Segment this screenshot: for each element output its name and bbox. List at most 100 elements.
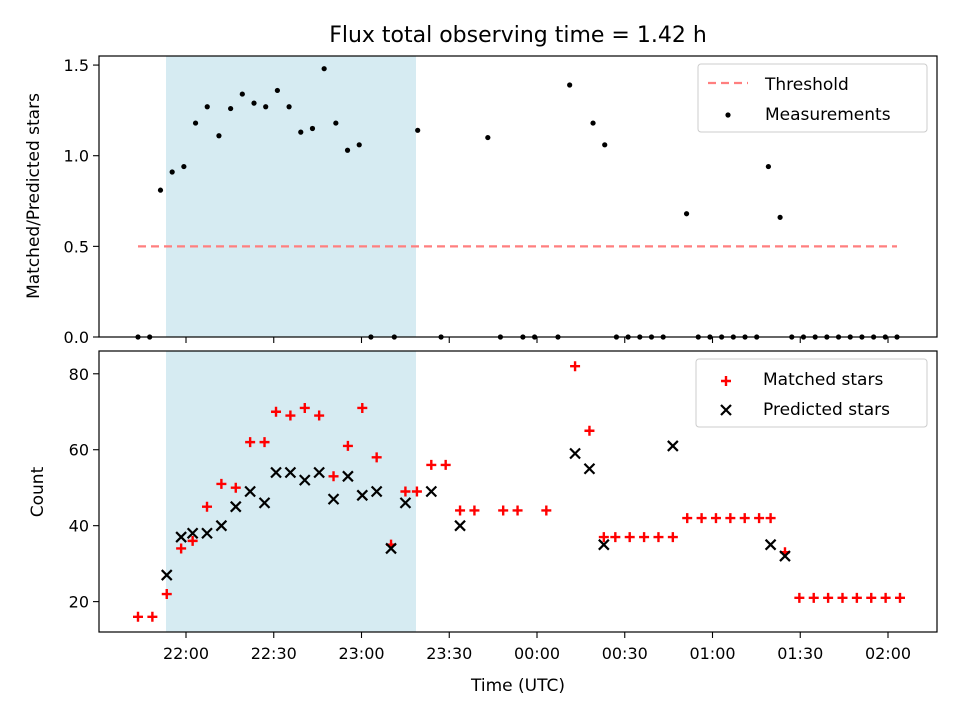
measurement-point [613, 334, 620, 340]
matched-star-marker [230, 482, 241, 493]
measurement-point [894, 334, 900, 340]
matched-star-marker [667, 532, 678, 543]
matched-star-marker [147, 611, 158, 622]
measurement-point [263, 104, 269, 110]
predicted-star-marker [454, 519, 466, 532]
observing-window-span [166, 56, 416, 337]
matched-star-marker [440, 459, 451, 470]
predicted-star-marker [399, 497, 412, 509]
measurement-point [485, 134, 491, 141]
measurement-point [777, 214, 783, 220]
predicted-star-marker [779, 550, 791, 562]
measurement-point [789, 334, 795, 340]
observing-window-span [166, 351, 416, 632]
measurement-point [415, 127, 421, 133]
predicted-star-marker [313, 466, 325, 479]
measurement-point [812, 334, 818, 340]
x-tick-label: 02:00 [865, 644, 911, 663]
measurement-point [800, 334, 807, 340]
matched-star-marker [570, 361, 581, 372]
top-y-axis-label: Matched/Predicted stars [24, 93, 44, 299]
measurement-point [637, 334, 643, 340]
measurement-point [321, 66, 327, 72]
matched-star-marker [216, 478, 227, 489]
x-tick-label: 23:00 [338, 644, 384, 663]
matched-star-marker [765, 513, 776, 524]
measurement-point [754, 334, 760, 340]
measurement-point [567, 82, 573, 88]
measurement-point [602, 142, 608, 148]
matched-star-marker [739, 513, 750, 524]
predicted-star-marker [667, 440, 679, 452]
matched-star-marker [710, 513, 721, 524]
measurement-point [169, 169, 175, 175]
x-tick-label: 01:00 [689, 644, 735, 663]
measurement-point [531, 334, 538, 340]
legend-matched-swatch [721, 376, 731, 386]
x-tick-label: 23:30 [426, 644, 472, 663]
matched-star-marker [299, 402, 310, 413]
measurement-point [274, 87, 280, 94]
matched-star-marker [866, 592, 877, 603]
legend-predicted-label: Predicted stars [763, 400, 890, 420]
matched-star-marker [653, 532, 664, 543]
measurement-point [497, 334, 504, 340]
matched-star-marker [851, 592, 862, 603]
legend-threshold-label: Threshold [764, 75, 849, 95]
y-tick-label: 80 [69, 365, 89, 384]
matched-star-marker [357, 402, 368, 413]
legend: Matched stars Predicted stars [695, 358, 928, 428]
y-tick-label: 0.0 [64, 328, 89, 347]
y-tick-label: 0.5 [64, 237, 89, 256]
measurement-point [192, 120, 199, 126]
measurement-point [333, 120, 339, 126]
predicted-star-marker [175, 531, 187, 543]
x-tick-label: 22:00 [163, 644, 209, 663]
measurement-point [344, 147, 351, 153]
x-axis-label: Time (UTC) [470, 676, 565, 696]
matched-star-marker [880, 592, 891, 603]
matched-star-marker [314, 410, 325, 421]
x-tick-label: 22:30 [251, 644, 297, 663]
predicted-star-marker [284, 466, 297, 479]
matched-star-marker [584, 425, 595, 436]
measurement-point [871, 334, 877, 340]
measurement-point [660, 334, 666, 340]
matched-star-marker [754, 513, 765, 524]
matched-star-marker [455, 505, 466, 516]
bottom-y-axis-label: Count [28, 466, 48, 517]
measurement-point [625, 334, 631, 340]
predicted-star-marker [569, 447, 581, 460]
predicted-star-marker [583, 462, 596, 475]
matched-star-marker [610, 532, 621, 543]
measurement-point [730, 334, 736, 340]
measurement-point [286, 104, 292, 110]
predicted-star-marker [270, 466, 282, 479]
matched-star-marker [682, 513, 693, 524]
measurement-point [835, 334, 842, 340]
measurement-point [683, 211, 690, 217]
matched-star-marker [176, 543, 187, 554]
matched-star-marker [187, 535, 198, 546]
measurement-point [438, 334, 444, 340]
matched-star-marker [808, 592, 819, 603]
matched-star-marker [895, 592, 905, 603]
measurement-point [824, 334, 830, 340]
measurement-point [707, 334, 713, 340]
matched-star-marker [259, 437, 270, 448]
y-tick-label: 1.5 [64, 56, 89, 75]
predicted-star-marker [201, 527, 213, 540]
measurement-point [135, 334, 141, 340]
measurement-point [391, 334, 397, 340]
legend-box [695, 358, 928, 428]
matched-star-marker [725, 513, 736, 524]
measurement-point [216, 133, 222, 139]
matched-star-marker [541, 505, 552, 516]
measurement-point [742, 334, 748, 340]
measurement-point [239, 91, 245, 97]
measurement-point [555, 334, 561, 340]
matched-star-marker [371, 452, 382, 463]
measurement-point [882, 334, 888, 340]
y-tick-label: 40 [69, 517, 89, 536]
measurement-point [695, 334, 701, 340]
